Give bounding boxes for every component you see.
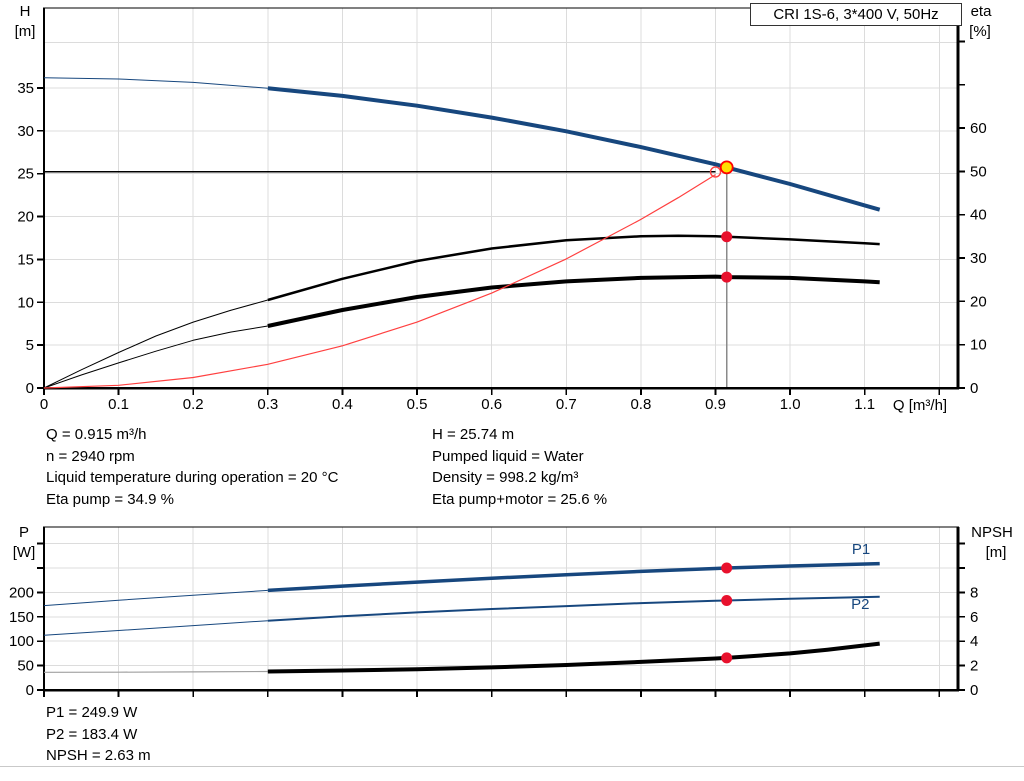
- tick-label: 0.7: [556, 396, 577, 413]
- duty-info-left-column: Q = 0.915 m³/h n = 2940 rpm Liquid tempe…: [46, 424, 338, 510]
- info-p2: P2 = 183.4 W: [46, 725, 138, 743]
- p2-curve: [267, 595, 880, 622]
- npsh-curve-lead: [43, 670, 268, 673]
- tick-label: 20: [970, 293, 987, 310]
- tick-label: 150: [9, 609, 34, 626]
- power-info-column: P1 = 249.9 W P2 = 183.4 W NPSH = 2.63 m: [46, 702, 151, 767]
- tick-label: 0.1: [108, 396, 129, 413]
- npsh-point[interactable]: [721, 652, 733, 664]
- y-left-title-1: P: [19, 524, 29, 541]
- tick-label: 20: [17, 209, 34, 226]
- tick-label: 0: [26, 682, 34, 699]
- pump-title-box: CRI 1S-6, 3*400 V, 50Hz: [750, 3, 962, 26]
- tick-label: 2: [970, 658, 978, 675]
- tick-label: 50: [970, 163, 987, 180]
- tick-label: 0.3: [257, 396, 278, 413]
- p2-point[interactable]: [721, 594, 733, 606]
- info-eta-pump: Eta pump = 34.9 %: [46, 490, 174, 508]
- tick-label: 60: [970, 120, 987, 137]
- tick-label: 0: [970, 380, 978, 397]
- info-head: H = 25.74 m: [432, 426, 515, 443]
- y-right-title-1: eta: [971, 3, 993, 20]
- tick-label: 8: [970, 584, 978, 601]
- tick-label: 0: [40, 396, 48, 413]
- tick-label: 1.0: [780, 396, 801, 413]
- info-speed: n = 2940 rpm: [46, 447, 135, 465]
- duty-point-marker[interactable]: [719, 160, 734, 175]
- qh-curve: [267, 86, 881, 212]
- p2-curve-lead: [43, 620, 268, 636]
- x-axis-title: Q [m³/h]: [893, 397, 947, 414]
- tick-label: 10: [17, 294, 34, 311]
- npsh-curve: [267, 641, 880, 674]
- y-left-title-2: [W]: [13, 544, 36, 561]
- y-right-title-2: [m]: [986, 544, 1007, 561]
- p1-point[interactable]: [721, 562, 733, 574]
- tick-label: 200: [9, 584, 34, 601]
- eta-pump-motor-curve-lead: [43, 325, 268, 389]
- y-right-title-1: NPSH: [971, 524, 1013, 541]
- info-liquid-temperature: Liquid temperature during operation = 20…: [46, 469, 339, 486]
- tick-label: 10: [970, 337, 987, 354]
- info-eta-pump-motor: Eta pump+motor = 25.6 %: [432, 490, 608, 508]
- tick-label: 0.4: [332, 396, 353, 413]
- p1-curve: [267, 561, 880, 593]
- tick-label: 0.2: [183, 396, 204, 413]
- tick-label: 1.1: [854, 396, 875, 413]
- info-flow: Q = 0.915 m³/h: [46, 426, 147, 443]
- tick-label: 30: [17, 123, 34, 140]
- tick-label: 30: [970, 250, 987, 267]
- eta-pump-curve: [267, 234, 880, 302]
- p1-curve-lead: [43, 589, 268, 607]
- tick-label: 0.5: [407, 396, 428, 413]
- info-density: Density = 998.2 kg/m³: [432, 469, 579, 486]
- y-left-title-2: [m]: [15, 23, 36, 40]
- tick-label: 25: [17, 166, 34, 183]
- y-right-title-2: [%]: [969, 23, 991, 40]
- duty-info-right-column: H = 25.74 m Pumped liquid = Water Densit…: [432, 424, 607, 510]
- qh-curve-lead: [43, 77, 268, 89]
- requested-duty-circle: [709, 166, 722, 178]
- tick-label: 0.9: [705, 396, 726, 413]
- eta-pump-point[interactable]: [721, 231, 733, 243]
- tick-label: 0.6: [481, 396, 502, 413]
- tick-label: 0.8: [630, 396, 651, 413]
- p2-series-label: P2: [851, 596, 869, 613]
- info-p1: P1 = 249.9 W: [46, 704, 138, 721]
- tick-label: 35: [17, 80, 34, 97]
- tick-label: 100: [9, 633, 34, 650]
- p1-series-label: P1: [852, 541, 870, 558]
- tick-label: 5: [26, 337, 34, 354]
- tick-label: 6: [970, 609, 978, 626]
- eta-pump-curve-lead: [43, 299, 268, 389]
- system-curve: [43, 174, 716, 389]
- eta-pump-motor-curve: [267, 274, 880, 328]
- tick-label: 0: [970, 682, 978, 699]
- tick-label: 0: [26, 380, 34, 397]
- tick-label: 4: [970, 633, 978, 650]
- y-left-title-1: H: [20, 3, 31, 20]
- tick-label: 15: [17, 251, 34, 268]
- info-npsh: NPSH = 2.63 m: [46, 747, 151, 764]
- info-pumped-liquid: Pumped liquid = Water: [432, 447, 584, 465]
- tick-label: 40: [970, 207, 987, 224]
- tick-label: 50: [17, 658, 34, 675]
- eta-pump-motor-point[interactable]: [721, 271, 733, 283]
- bottom-divider: [0, 766, 1024, 767]
